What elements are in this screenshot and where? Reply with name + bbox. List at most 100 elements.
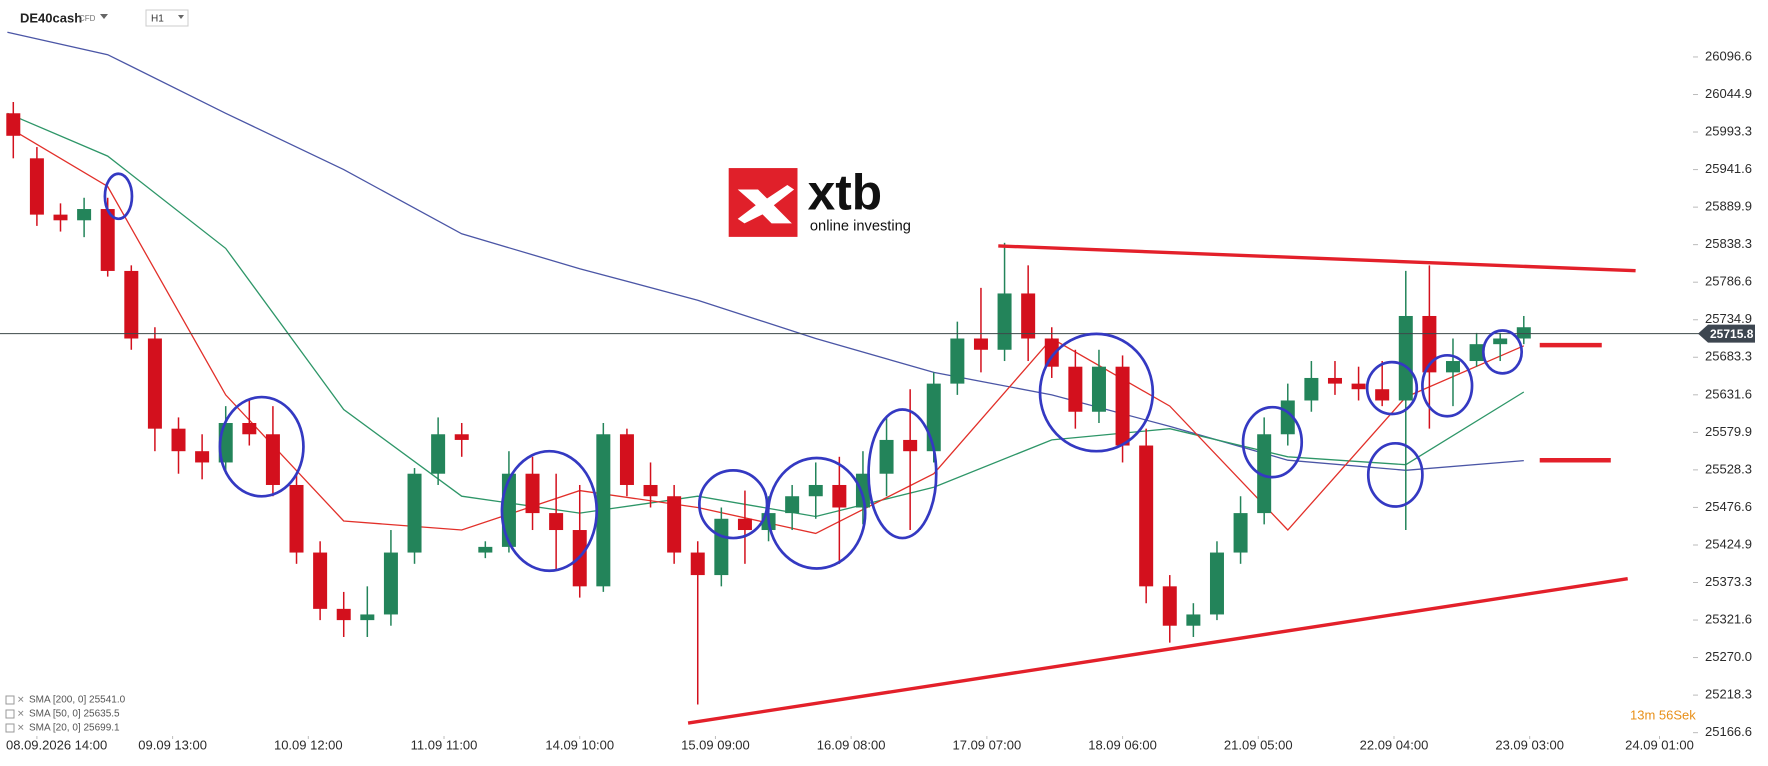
logo-brand: xtb: [808, 164, 882, 220]
candle-body: [737, 518, 752, 531]
dropdown-arrow: [178, 15, 184, 19]
x-tick-label: 23.09 03:00: [1495, 737, 1564, 752]
candle-body: [596, 434, 611, 587]
y-tick-label: 25424.9: [1705, 536, 1752, 551]
candle-body: [383, 552, 398, 615]
candle-body: [832, 484, 847, 508]
x-tick-label: 14.09 10:00: [545, 737, 614, 752]
support-line: [687, 576, 1628, 725]
candle-body: [643, 484, 658, 497]
countdown: 13m 56Sek: [1630, 707, 1696, 722]
candle-body: [77, 209, 92, 221]
candle-body: [1469, 344, 1484, 362]
candle-body: [973, 338, 988, 350]
candle-body: [431, 434, 446, 474]
y-tick-label: 25579.9: [1705, 424, 1752, 439]
x-tick-label: 08.09.2026 14:00: [6, 737, 107, 752]
circle: [698, 469, 769, 540]
logo-tagline: online investing: [810, 219, 911, 235]
symbol: DE40cash: [20, 10, 82, 25]
x-tick-label: 22.09 04:00: [1360, 737, 1429, 752]
candle-body: [1162, 586, 1177, 626]
candle-body: [667, 496, 682, 553]
candle-body: [808, 484, 823, 497]
candle-body: [690, 552, 705, 576]
circle: [766, 456, 867, 570]
candle-body: [6, 113, 21, 136]
annotations: xtb online investing: [103, 164, 1636, 725]
candle-body: [501, 473, 516, 547]
y-tick-label: 25889.9: [1705, 199, 1752, 214]
x-tick-label: 24.09 01:00: [1625, 737, 1694, 752]
logo-mark: [737, 184, 795, 224]
candle-body: [478, 546, 493, 553]
legend-close[interactable]: ✕: [17, 708, 25, 718]
symbol-kind: CFD: [79, 14, 96, 23]
candle-body: [171, 428, 186, 452]
candle-body: [1327, 377, 1342, 384]
x-tick-label: 17.09 07:00: [953, 737, 1022, 752]
candle-body: [1304, 377, 1319, 401]
candle-body: [454, 434, 469, 440]
candle-body: [1375, 389, 1390, 401]
candle-body: [195, 451, 210, 463]
timeframe: H1: [151, 14, 164, 25]
legend-entry: SMA [200, 0] 25541.0: [29, 695, 126, 706]
y-tick-label: 25218.3: [1705, 687, 1752, 702]
y-tick-label: 25786.6: [1705, 274, 1752, 289]
candle-body: [1493, 338, 1508, 345]
legend-entry: SMA [20, 0] 25699.1: [29, 723, 120, 734]
candle-body: [1186, 614, 1201, 626]
circle: [103, 172, 134, 221]
y-tick-label: 25838.3: [1705, 236, 1752, 251]
circle: [1038, 332, 1155, 453]
dropdown-arrow[interactable]: [100, 14, 108, 19]
legend-icon: [5, 695, 15, 705]
circle: [1421, 353, 1474, 418]
circle: [867, 408, 938, 540]
candle-body: [407, 473, 422, 553]
candle-body: [997, 293, 1012, 350]
circle: [1366, 441, 1424, 508]
candle-body: [265, 434, 280, 485]
candle-body: [289, 484, 304, 553]
resistance-line: [998, 244, 1636, 273]
y-tick-label: 25270.0: [1705, 649, 1752, 664]
candle-body: [926, 383, 941, 452]
candle-body: [903, 439, 918, 452]
y-tick-label: 25631.6: [1705, 386, 1752, 401]
highlight-circles: [103, 172, 1524, 573]
candle-body: [525, 473, 540, 514]
candle-body: [1209, 552, 1224, 615]
candle-body: [785, 496, 800, 514]
legend-close[interactable]: ✕: [17, 722, 25, 732]
circle: [1365, 360, 1419, 416]
candle-body: [1351, 383, 1366, 390]
y-tick-label: 25941.6: [1705, 161, 1752, 176]
y-tick-label: 25683.3: [1705, 349, 1752, 364]
candle-body: [1233, 513, 1248, 553]
x-tick-label: 18.09 06:00: [1088, 737, 1157, 752]
candle-body: [549, 513, 564, 531]
legend-icon: [5, 709, 15, 719]
x-tick-label: 11.09 11:00: [411, 737, 478, 752]
circle: [500, 449, 599, 573]
candle-body: [1115, 366, 1130, 446]
candle-body: [100, 209, 115, 271]
candle-body: [714, 518, 729, 576]
y-tick-label: 26096.6: [1705, 48, 1752, 63]
circle: [1241, 405, 1304, 479]
timeframe-box[interactable]: [145, 9, 189, 27]
y-tick-label: 25528.3: [1705, 461, 1752, 476]
y-tick-label: 25993.3: [1705, 123, 1752, 138]
last-price-tag: [1698, 324, 1755, 343]
circle: [218, 395, 305, 498]
x-tick-label: 10.09 12:00: [274, 737, 343, 752]
legend-close[interactable]: ✕: [17, 694, 25, 704]
candle-body: [1445, 361, 1460, 373]
candle-body: [1068, 366, 1083, 412]
circle: [1481, 329, 1524, 375]
